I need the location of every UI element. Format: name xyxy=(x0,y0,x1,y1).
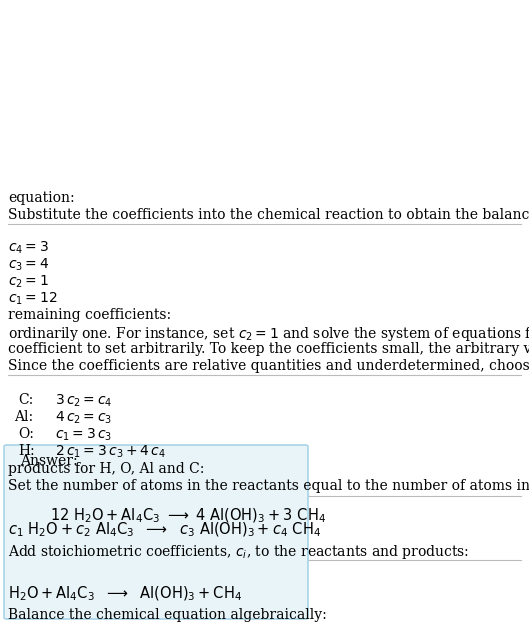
Text: $c_3 = 4$: $c_3 = 4$ xyxy=(8,257,49,273)
Text: $2\,c_1 = 3\,c_3 + 4\,c_4$: $2\,c_1 = 3\,c_3 + 4\,c_4$ xyxy=(55,444,166,460)
Text: $c_2 = 1$: $c_2 = 1$ xyxy=(8,274,49,290)
Text: $c_1 = 12$: $c_1 = 12$ xyxy=(8,291,58,307)
Text: coefficient to set arbitrarily. To keep the coefficients small, the arbitrary va: coefficient to set arbitrarily. To keep … xyxy=(8,342,529,356)
Text: $4\,c_2 = c_3$: $4\,c_2 = c_3$ xyxy=(55,410,112,426)
Text: products for H, O, Al and C:: products for H, O, Al and C: xyxy=(8,462,204,476)
Text: O:: O: xyxy=(18,427,34,441)
Text: equation:: equation: xyxy=(8,191,75,205)
Text: Al:: Al: xyxy=(14,410,33,424)
Text: Add stoichiometric coefficients, $c_i$, to the reactants and products:: Add stoichiometric coefficients, $c_i$, … xyxy=(8,543,469,561)
Text: Since the coefficients are relative quantities and underdetermined, choose a: Since the coefficients are relative quan… xyxy=(8,359,529,373)
Text: $\mathrm{H_2O + Al_4C_3\ \ \longrightarrow\ \ Al(OH)_3 + CH_4}$: $\mathrm{H_2O + Al_4C_3\ \ \longrightarr… xyxy=(8,585,242,603)
Text: remaining coefficients:: remaining coefficients: xyxy=(8,308,171,322)
Text: Set the number of atoms in the reactants equal to the number of atoms in the: Set the number of atoms in the reactants… xyxy=(8,479,529,493)
Text: $c_1\ \mathrm{H_2O} + c_2\ \mathrm{Al_4C_3}\ \ \longrightarrow\ \ c_3\ \mathrm{A: $c_1\ \mathrm{H_2O} + c_2\ \mathrm{Al_4C… xyxy=(8,521,321,539)
Text: $12\ \mathrm{H_2O} + \mathrm{Al_4C_3}\ \longrightarrow\ 4\ \mathrm{Al(OH)_3} + 3: $12\ \mathrm{H_2O} + \mathrm{Al_4C_3}\ \… xyxy=(50,507,326,525)
FancyBboxPatch shape xyxy=(4,445,308,619)
Text: $3\,c_2 = c_4$: $3\,c_2 = c_4$ xyxy=(55,393,113,409)
Text: Answer:: Answer: xyxy=(20,454,78,468)
Text: $c_4 = 3$: $c_4 = 3$ xyxy=(8,240,49,256)
Text: Substitute the coefficients into the chemical reaction to obtain the balanced: Substitute the coefficients into the che… xyxy=(8,208,529,222)
Text: H:: H: xyxy=(18,444,34,458)
Text: ordinarily one. For instance, set $c_2 = 1$ and solve the system of equations fo: ordinarily one. For instance, set $c_2 =… xyxy=(8,325,529,343)
Text: C:: C: xyxy=(18,393,33,407)
Text: $c_1 = 3\,c_3$: $c_1 = 3\,c_3$ xyxy=(55,427,112,443)
Text: Balance the chemical equation algebraically:: Balance the chemical equation algebraica… xyxy=(8,608,327,622)
